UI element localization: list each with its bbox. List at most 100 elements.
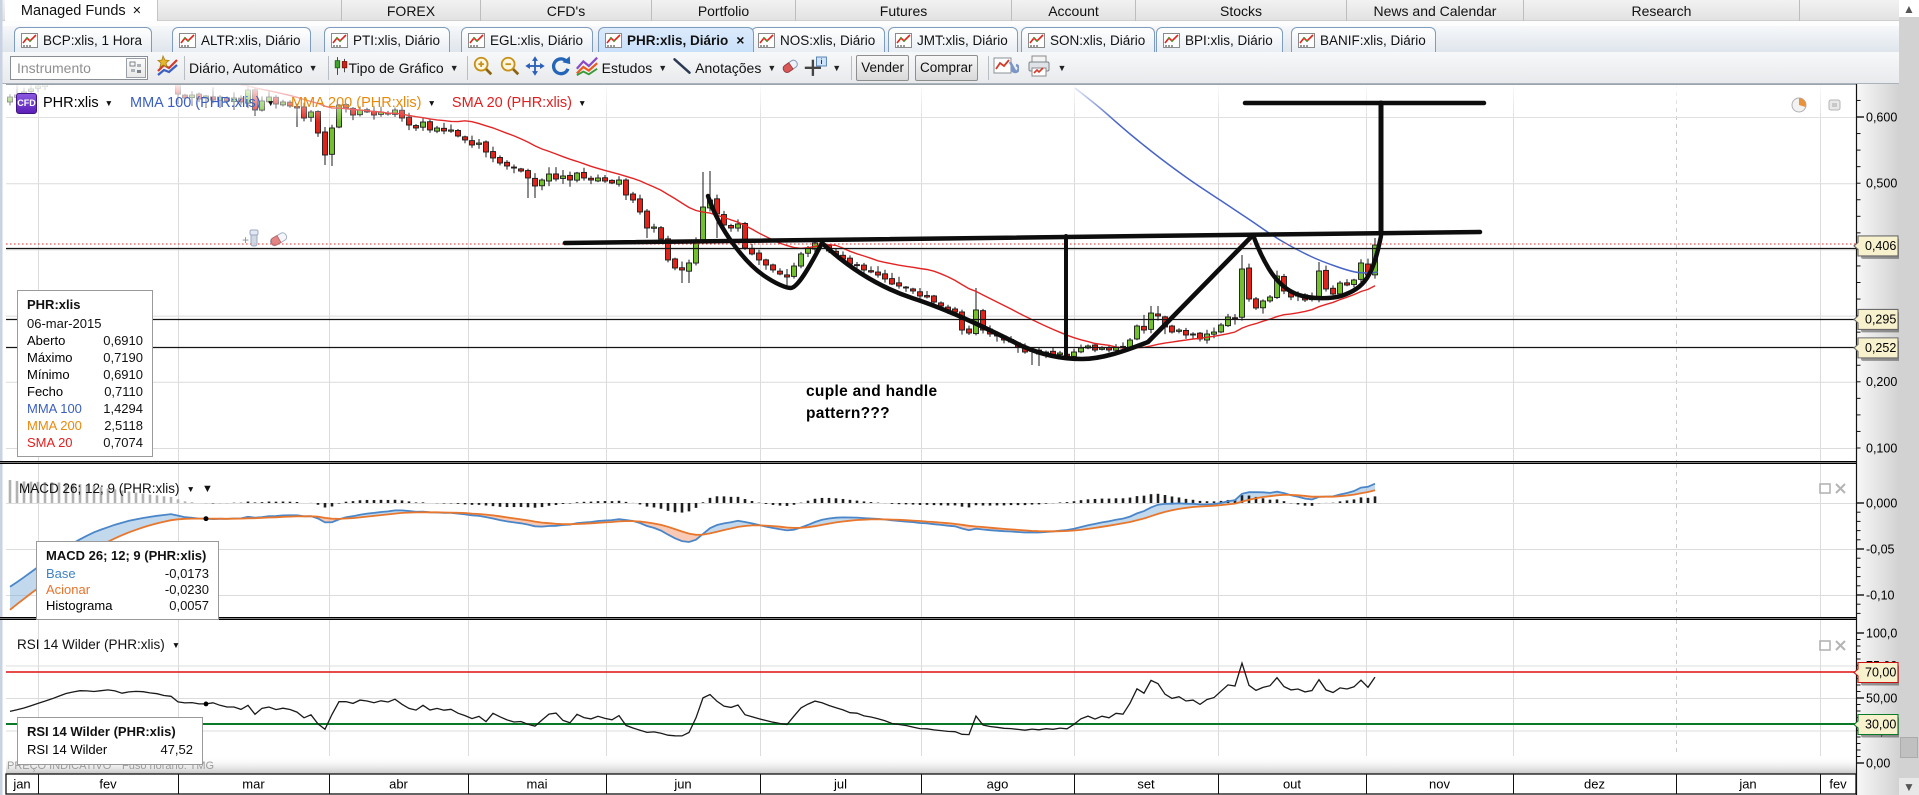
- print-icon[interactable]: [1027, 54, 1055, 81]
- line-tool-icon[interactable]: [672, 55, 692, 80]
- restore-panel-icon[interactable]: [1828, 99, 1841, 111]
- add-annotation-icon[interactable]: +: [242, 229, 259, 247]
- candle-body-67: [476, 142, 482, 145]
- axis-label-0200: 0,200: [1866, 375, 1897, 389]
- restore-panel-icon[interactable]: [1819, 640, 1831, 651]
- chevron-down-icon[interactable]: ▼: [832, 62, 842, 73]
- chevron-down-icon[interactable]: ▼: [201, 482, 213, 495]
- rsi-panel-label[interactable]: RSI 14 Wilder (PHR:xlis) ▼: [17, 637, 180, 652]
- instrument-input[interactable]: [10, 55, 148, 80]
- legend-mma200[interactable]: MMA 200 (PHR:xlis) ▼: [291, 95, 436, 111]
- annotations-dropdown[interactable]: Anotações ▼: [695, 60, 776, 76]
- chart-type-dropdown[interactable]: Tipo de Gráfico ▼: [349, 60, 459, 76]
- candle-body-82: [581, 171, 587, 179]
- compare-instrument-icon[interactable]: [156, 54, 180, 80]
- chart-tab-egl[interactable]: EGL:xlis, Diário: [461, 27, 594, 52]
- chevron-down-icon[interactable]: ▼: [171, 639, 181, 650]
- rsi-panel[interactable]: [6, 661, 1856, 737]
- svg-text:0,295: 0,295: [1865, 312, 1896, 326]
- legend-mma100[interactable]: MMA 100 (PHR:xlis) ▼: [130, 95, 275, 111]
- legend-instrument[interactable]: PHR:xlis ▼: [43, 95, 113, 111]
- price-panel[interactable]: [6, 65, 1856, 366]
- menu-item-news-and-calendar[interactable]: News and Calendar: [1347, 0, 1524, 21]
- candle-body-172: [1211, 331, 1217, 335]
- chart-tab-nos[interactable]: NOS:xlis, Diário: [751, 27, 886, 52]
- menu-item-cfd-s[interactable]: CFD's: [481, 0, 652, 21]
- chart-tab-jmt[interactable]: JMT:xlis, Diário: [888, 27, 1018, 52]
- chart-tab-phr[interactable]: PHR:xlis, Diário ×: [598, 27, 755, 52]
- chevron-down-icon[interactable]: ▼: [1057, 62, 1067, 73]
- menu-item-account[interactable]: Account: [1012, 0, 1136, 21]
- menu-item-stocks[interactable]: Stocks: [1136, 0, 1347, 21]
- studies-dropdown[interactable]: Estudos ▼: [602, 60, 668, 76]
- undo-icon[interactable]: [549, 54, 573, 81]
- delete-annotation-icon[interactable]: [269, 232, 288, 247]
- menu-item-research[interactable]: Research: [1524, 0, 1800, 21]
- menu-tab-managed-funds[interactable]: Managed Funds ×: [5, 0, 158, 21]
- info-row-value: 0,6910: [103, 333, 143, 348]
- scroll-down-button[interactable]: ▼: [1899, 778, 1919, 795]
- info-row-label: Mínimo: [27, 367, 70, 382]
- info-row-label: Histograma: [46, 598, 113, 613]
- chart-tab-pti[interactable]: PTI:xlis, Diário: [324, 27, 451, 52]
- period-dropdown[interactable]: Diário, Automático ▼: [189, 60, 318, 76]
- cup-and-handle-annotations[interactable]: [562, 100, 1487, 362]
- time-axis[interactable]: jan fev mar abr mai jun jul ago set out nov dez jan f…: [5, 773, 1857, 795]
- chevron-down-icon: ▼: [658, 62, 668, 73]
- chevron-down-icon[interactable]: ▼: [266, 98, 275, 108]
- candle-body-73: [518, 168, 524, 172]
- mini-chart-icon: [179, 32, 196, 48]
- crosshair-info-icon[interactable]: i: [803, 54, 830, 81]
- restore-panel-icon[interactable]: [1819, 483, 1831, 494]
- menu-item-forex[interactable]: FOREX: [341, 0, 481, 21]
- chevron-down-icon[interactable]: ▼: [577, 98, 587, 108]
- zoom-in-icon[interactable]: [472, 54, 494, 81]
- candle-body-189: [1330, 287, 1336, 295]
- macd-panel[interactable]: [8, 480, 1377, 611]
- menu-item-futures[interactable]: Futures: [796, 0, 1012, 21]
- chart-tab-bpi[interactable]: BPI:xlis, Diário: [1156, 27, 1283, 52]
- info-row-label: Máximo: [27, 350, 73, 365]
- scrollbar-thumb[interactable]: [1900, 737, 1918, 758]
- price-axis[interactable]: 0,600 0,500 0,200 0,100 0,000 -0,05 -0,10 100,0…: [1853, 84, 1901, 795]
- sell-button[interactable]: Vender: [856, 54, 909, 81]
- chevron-down-icon[interactable]: ▼: [104, 98, 114, 108]
- vertical-scrollbar[interactable]: ▲ ▼: [1899, 0, 1919, 795]
- eraser-icon[interactable]: [779, 55, 801, 80]
- zoom-out-icon[interactable]: [499, 54, 521, 81]
- svg-text:70,00: 70,00: [1865, 666, 1896, 680]
- info-row-label: MMA 100: [27, 401, 82, 416]
- candle-body-65: [462, 136, 468, 141]
- info-row-mma-200: MMA 200 2,5118: [27, 417, 143, 434]
- chart-tab-son[interactable]: SON:xlis, Diário: [1021, 27, 1156, 52]
- buy-button[interactable]: Comprar: [914, 54, 978, 81]
- axis-label-1000: 100,0: [1866, 626, 1897, 640]
- chevron-down-icon[interactable]: ▼: [186, 483, 195, 494]
- pie-chart-icon[interactable]: [1791, 97, 1807, 113]
- close-panel-icon[interactable]: [1835, 483, 1846, 494]
- pan-icon[interactable]: [523, 54, 547, 81]
- chart-tab-label: NOS:xlis, Diário: [780, 32, 876, 48]
- chevron-down-icon[interactable]: ▼: [427, 98, 436, 108]
- macd-panel-label[interactable]: MACD 26; 12; 9 (PHR:xlis) ▼ ▼: [19, 481, 213, 496]
- chart-tab-label: SON:xlis, Diário: [1050, 32, 1146, 48]
- menu-tab-close-icon[interactable]: ×: [132, 2, 142, 19]
- candle-body-180: [1267, 296, 1273, 302]
- tab-close-icon[interactable]: ×: [736, 32, 745, 48]
- chart-tab-bcp[interactable]: BCP:xlis, 1 Hora: [14, 27, 153, 52]
- info-row-value: 0,7110: [104, 384, 143, 399]
- chart-tab-altr[interactable]: ALTR:xlis, Diário: [172, 27, 311, 52]
- instrument-list-button[interactable]: [126, 57, 146, 78]
- chart-tab-banif[interactable]: BANIF:xlis, Diário: [1291, 27, 1436, 52]
- info-row-fecho: Fecho 0,7110: [27, 383, 143, 400]
- mini-chart-icon: [1028, 32, 1045, 48]
- scroll-up-button[interactable]: ▲: [1899, 0, 1919, 17]
- candle-body-15: [113, 69, 118, 72]
- legend-sma20[interactable]: SMA 20 (PHR:xlis) ▼: [452, 95, 586, 111]
- menu-item-portfolio[interactable]: Portfolio: [652, 0, 796, 21]
- close-panel-icon[interactable]: [1835, 640, 1846, 651]
- chart-settings-icon[interactable]: [993, 54, 1020, 81]
- chart-tab-label: JMT:xlis, Diário: [917, 32, 1008, 48]
